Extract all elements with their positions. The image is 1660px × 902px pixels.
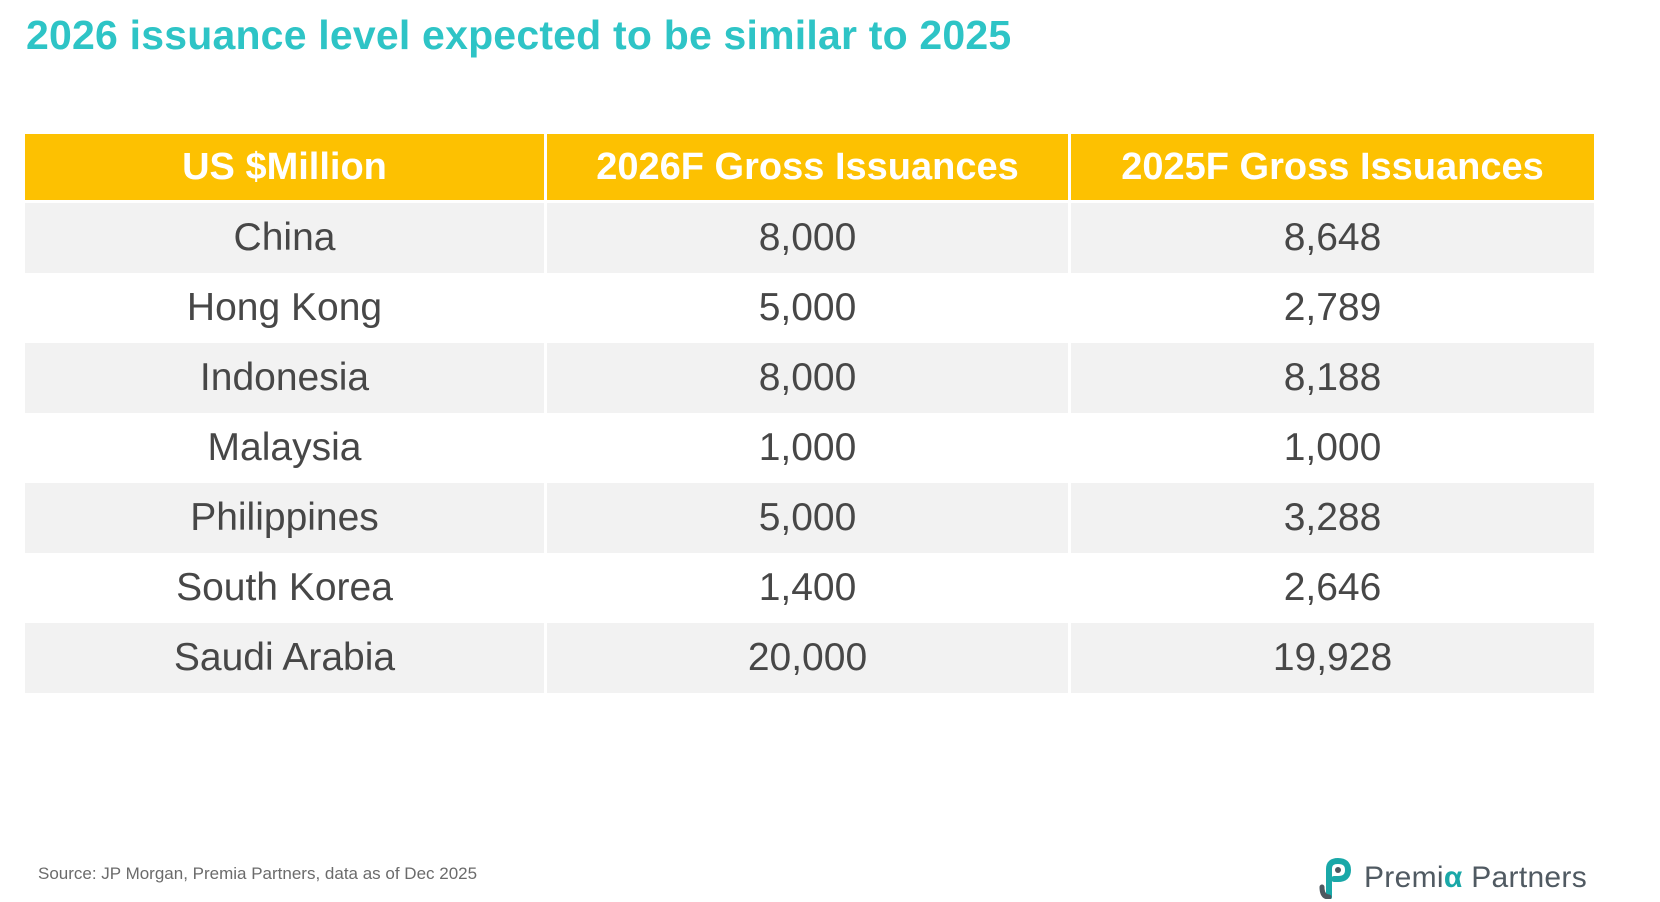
premia-partners-logo: Premiα Partners xyxy=(1318,856,1587,900)
table-row: Saudi Arabia 20,000 19,928 xyxy=(25,623,1594,693)
value-2026f-cell: 20,000 xyxy=(547,623,1071,693)
country-cell: Hong Kong xyxy=(25,273,547,343)
country-cell: Saudi Arabia xyxy=(25,623,547,693)
table-row: South Korea 1,400 2,646 xyxy=(25,553,1594,623)
country-cell: China xyxy=(25,203,547,273)
page-title: 2026 issuance level expected to be simil… xyxy=(26,12,1012,58)
column-header-2025f: 2025F Gross Issuances xyxy=(1071,134,1594,203)
value-2026f-cell: 5,000 xyxy=(547,483,1071,553)
country-cell: Indonesia xyxy=(25,343,547,413)
logo-text-suffix: Partners xyxy=(1462,861,1588,894)
issuance-table: US $Million 2026F Gross Issuances 2025F … xyxy=(25,134,1594,693)
value-2025f-cell: 8,648 xyxy=(1071,203,1594,273)
logo-text-prefix: Premi xyxy=(1364,861,1444,894)
country-cell: Philippines xyxy=(25,483,547,553)
value-2025f-cell: 1,000 xyxy=(1071,413,1594,483)
table-header-row: US $Million 2026F Gross Issuances 2025F … xyxy=(25,134,1594,203)
column-header-unit: US $Million xyxy=(25,134,547,203)
value-2025f-cell: 2,789 xyxy=(1071,273,1594,343)
value-2026f-cell: 5,000 xyxy=(547,273,1071,343)
logo-alpha-glyph: α xyxy=(1443,861,1463,894)
country-cell: Malaysia xyxy=(25,413,547,483)
table-row: Indonesia 8,000 8,188 xyxy=(25,343,1594,413)
logo-wordmark: Premiα Partners xyxy=(1364,861,1587,895)
value-2025f-cell: 19,928 xyxy=(1071,623,1594,693)
table-row: China 8,000 8,648 xyxy=(25,203,1594,273)
table-row: Hong Kong 5,000 2,789 xyxy=(25,273,1594,343)
source-note: Source: JP Morgan, Premia Partners, data… xyxy=(38,864,478,883)
value-2026f-cell: 8,000 xyxy=(547,203,1071,273)
table-row: Malaysia 1,000 1,000 xyxy=(25,413,1594,483)
value-2026f-cell: 1,400 xyxy=(547,553,1071,623)
premia-p-icon xyxy=(1319,857,1352,899)
value-2026f-cell: 8,000 xyxy=(547,343,1071,413)
value-2025f-cell: 2,646 xyxy=(1071,553,1594,623)
country-cell: South Korea xyxy=(25,553,547,623)
value-2026f-cell: 1,000 xyxy=(547,413,1071,483)
column-header-2026f: 2026F Gross Issuances xyxy=(547,134,1071,203)
value-2025f-cell: 3,288 xyxy=(1071,483,1594,553)
value-2025f-cell: 8,188 xyxy=(1071,343,1594,413)
table-row: Philippines 5,000 3,288 xyxy=(25,483,1594,553)
